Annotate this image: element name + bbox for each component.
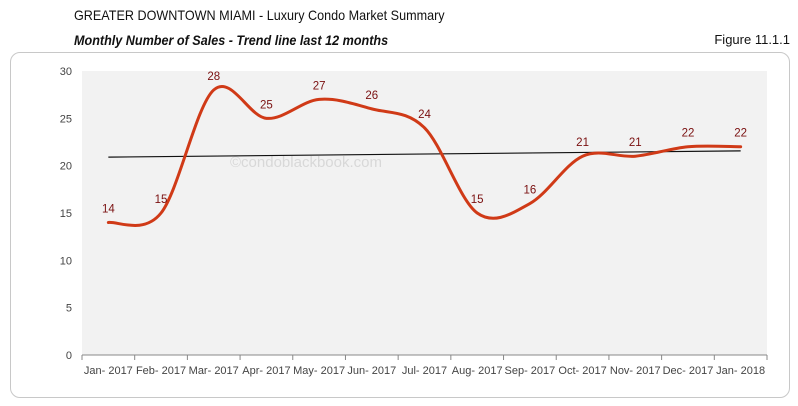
y-tick-label: 10: [60, 255, 72, 267]
x-tick-label: Nov- 2017: [610, 365, 661, 377]
x-tick-label: Sep- 2017: [505, 365, 556, 377]
chart-frame: [10, 52, 790, 398]
x-tick-label: Aug- 2017: [452, 365, 503, 377]
data-label: 22: [734, 128, 747, 140]
data-label: 22: [682, 128, 695, 140]
data-label: 28: [207, 71, 220, 83]
x-tick-label: May- 2017: [293, 365, 345, 377]
sales-line: [106, 85, 743, 228]
x-tick-label: Apr- 2017: [242, 365, 290, 377]
x-tick-label: Dec- 2017: [663, 365, 714, 377]
data-label: 26: [365, 90, 378, 102]
data-label: 15: [471, 194, 484, 206]
data-label: 14: [102, 203, 115, 215]
x-tick-label: Jul- 2017: [402, 365, 447, 377]
watermark: ©condoblackbook.com: [230, 154, 382, 171]
data-label: 27: [313, 80, 326, 92]
figure-number: Figure 11.1.1: [714, 32, 790, 47]
x-tick-label: Jan- 2018: [716, 365, 765, 377]
data-label: 21: [576, 137, 589, 149]
chart-subtitle: Monthly Number of Sales - Trend line las…: [74, 32, 389, 48]
y-tick-label: 20: [60, 161, 72, 173]
plot-area: [82, 71, 767, 355]
y-tick-label: 0: [66, 350, 72, 362]
data-label: 16: [523, 185, 536, 197]
data-label: 15: [155, 194, 168, 206]
y-tick-label: 15: [60, 208, 72, 220]
y-tick-label: 25: [60, 113, 72, 125]
x-tick-label: Mar- 2017: [189, 365, 239, 377]
data-label: 24: [418, 109, 431, 121]
chart-title: GREATER DOWNTOWN MIAMI - Luxury Condo Ma…: [74, 7, 445, 23]
x-tick-label: Jun- 2017: [347, 365, 396, 377]
y-tick-label: 5: [66, 303, 72, 315]
trendline: [108, 150, 741, 158]
x-tick-label: Oct- 2017: [558, 365, 606, 377]
x-tick-label: Jan- 2017: [84, 365, 133, 377]
data-label: 21: [629, 137, 642, 149]
x-tick-label: Feb- 2017: [136, 365, 186, 377]
data-label: 25: [260, 99, 273, 111]
y-tick-label: 30: [60, 66, 72, 78]
